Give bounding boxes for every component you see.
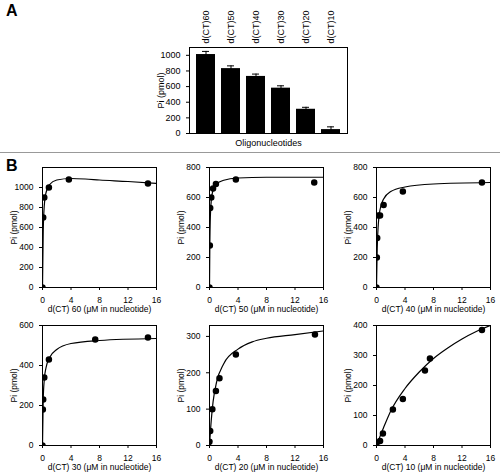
svg-text:0: 0 [40,453,45,463]
svg-text:4: 4 [235,294,241,305]
svg-text:0: 0 [40,295,45,305]
svg-text:300: 300 [186,331,200,341]
svg-text:400: 400 [186,222,200,232]
svg-text:d(CT)20: d(CT)20 [301,10,311,43]
svg-text:4: 4 [235,452,241,463]
svg-text:Oligonucleotides: Oligonucleotides [235,138,302,148]
svg-text:4: 4 [402,294,408,305]
svg-text:4: 4 [68,452,74,463]
svg-text:1000: 1000 [15,182,34,192]
svg-text:600: 600 [19,222,33,232]
svg-text:200: 200 [186,252,200,262]
svg-text:Pi (pmol): Pi (pmol) [176,210,186,244]
svg-text:d(CT)50: d(CT)50 [226,10,236,43]
svg-text:16: 16 [152,295,162,305]
svg-text:600: 600 [19,320,33,330]
svg-text:16: 16 [319,295,329,305]
svg-text:100: 100 [353,410,367,420]
svg-text:d(CT)10: d(CT)10 [326,10,336,43]
svg-text:0: 0 [363,440,368,450]
svg-text:200: 200 [353,380,367,390]
svg-text:8: 8 [431,294,436,305]
svg-text:8: 8 [97,294,102,305]
svg-text:800: 800 [186,162,200,172]
svg-text:12: 12 [290,452,300,463]
svg-text:Pi (pmol): Pi (pmol) [9,368,19,402]
svg-text:0: 0 [363,282,368,292]
svg-text:600: 600 [165,81,180,91]
svg-text:12: 12 [123,294,133,305]
svg-text:4: 4 [68,294,74,305]
svg-text:4: 4 [402,452,408,463]
svg-text:Pi (pmol): Pi (pmol) [343,368,353,402]
svg-text:100: 100 [186,404,200,414]
html-text:B: B [6,157,18,174]
svg-text:d(CT)40: d(CT)40 [251,10,261,43]
svg-text:12: 12 [457,294,467,305]
svg-text:d(CT) 10 (μM in nucleotide): d(CT) 10 (μM in nucleotide) [382,462,486,472]
svg-text:400: 400 [353,222,367,232]
svg-text:d(CT) 60 (μM in nucleotide): d(CT) 60 (μM in nucleotide) [48,304,152,314]
svg-text:200: 200 [19,400,33,410]
svg-text:0: 0 [207,295,212,305]
svg-text:400: 400 [19,360,33,370]
svg-text:0: 0 [196,282,201,292]
svg-text:200: 200 [19,262,33,272]
html-text:A: A [6,2,18,19]
svg-text:Pi (pmol): Pi (pmol) [176,368,186,402]
svg-text:0: 0 [29,440,34,450]
svg-text:800: 800 [353,162,367,172]
svg-text:12: 12 [457,452,467,463]
svg-text:Pi (pmol): Pi (pmol) [9,210,19,244]
svg-text:400: 400 [353,320,367,330]
svg-text:8: 8 [264,294,269,305]
svg-text:200: 200 [353,252,367,262]
svg-text:d(CT)60: d(CT)60 [201,10,211,43]
svg-text:d(CT) 40 (μM in nucleotide): d(CT) 40 (μM in nucleotide) [382,304,486,314]
svg-text:16: 16 [319,453,329,463]
svg-text:16: 16 [486,295,496,305]
svg-text:16: 16 [152,453,162,463]
svg-text:8: 8 [97,452,102,463]
svg-text:12: 12 [123,452,133,463]
svg-text:d(CT)30: d(CT)30 [276,10,286,43]
svg-text:0: 0 [374,453,379,463]
svg-text:800: 800 [19,202,33,212]
svg-text:8: 8 [431,452,436,463]
svg-text:8: 8 [264,452,269,463]
svg-text:Pi (pmol): Pi (pmol) [156,72,166,108]
svg-text:0: 0 [207,453,212,463]
svg-text:d(CT) 30 (μM in nucleotide): d(CT) 30 (μM in nucleotide) [48,462,152,472]
svg-text:16: 16 [486,453,496,463]
svg-text:d(CT) 20 (μM in nucleotide): d(CT) 20 (μM in nucleotide) [215,462,319,472]
svg-text:600: 600 [186,192,200,202]
svg-text:600: 600 [353,192,367,202]
svg-text:200: 200 [186,367,200,377]
svg-text:400: 400 [165,97,180,107]
svg-text:0: 0 [29,282,34,292]
svg-text:400: 400 [19,242,33,252]
svg-text:12: 12 [290,294,300,305]
svg-text:Pi (pmol): Pi (pmol) [343,210,353,244]
svg-text:0: 0 [374,295,379,305]
svg-text:800: 800 [165,66,180,76]
svg-text:d(CT) 50 (μM in nucleotide): d(CT) 50 (μM in nucleotide) [215,304,319,314]
svg-text:0: 0 [175,128,180,138]
svg-text:300: 300 [353,350,367,360]
svg-text:200: 200 [165,113,180,123]
svg-text:0: 0 [196,440,201,450]
svg-text:1000: 1000 [160,50,180,60]
